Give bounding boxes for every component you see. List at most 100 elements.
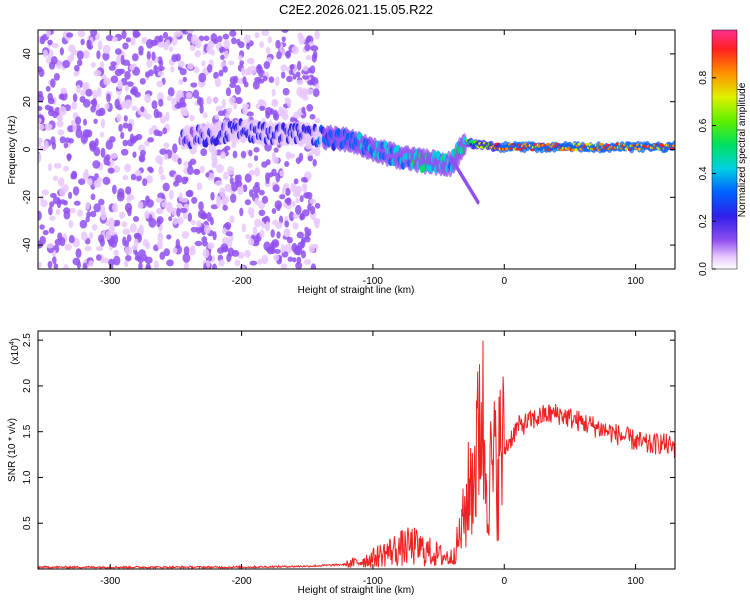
heatmap-noise-cell	[146, 39, 154, 49]
heatmap-noise-cell	[147, 137, 155, 143]
heatmap-noise-cell	[284, 243, 293, 254]
heatmap-noise-cell	[177, 60, 185, 68]
heatmap-noise-cell	[38, 94, 45, 103]
heatmap-noise-cell	[144, 210, 150, 219]
heatmap-noise-cell	[248, 149, 253, 157]
heatmap-noise-cell	[233, 103, 238, 110]
heatmap-noise-cell	[129, 64, 135, 71]
heatmap-noise-cell	[85, 215, 90, 223]
heatmap-noise-cell	[122, 174, 129, 181]
heatmap-noise-cell	[252, 184, 261, 194]
heatmap-noise-cell	[112, 202, 119, 213]
heatmap-noise-cell	[257, 99, 266, 105]
heatmap-noise-cell	[144, 113, 152, 120]
heatmap-noise-cell	[234, 84, 241, 95]
heatmap-noise-cell	[40, 195, 45, 203]
heatmap-noise-cell	[49, 215, 56, 221]
heatmap-noise-cell	[57, 177, 65, 187]
heatmap-noise-cell	[50, 56, 58, 65]
heatmap-noise-cell	[281, 36, 286, 42]
heatmap-noise-cell	[167, 87, 175, 97]
heatmap-noise-cell	[46, 243, 54, 249]
heatmap-noise-cell	[249, 260, 258, 266]
snr-y-scale-exp: 4	[9, 341, 16, 345]
heatmap-noise-cell	[312, 88, 320, 97]
heatmap-noise-cell	[186, 30, 195, 34]
heatmap-noise-cell	[131, 105, 138, 111]
heatmap-noise-cell	[72, 257, 81, 266]
heatmap-noise-cell	[130, 173, 137, 181]
heatmap-noise-cell	[270, 245, 276, 255]
heatmap-noise-cell	[217, 110, 225, 117]
heatmap-noise-cell	[130, 37, 136, 46]
heatmap-noise-cell	[119, 211, 125, 219]
snr-series-line	[38, 340, 675, 569]
heatmap-noise-cell	[247, 162, 253, 168]
heatmap-noise-cell	[157, 71, 164, 77]
heatmap-noise-cell	[115, 219, 121, 227]
heatmap-noise-cell	[181, 231, 190, 239]
heatmap-noise-cell	[138, 50, 144, 56]
heatmap-noise-cell	[204, 224, 211, 234]
heatmap-noise-cell	[248, 238, 255, 246]
heatmap-noise-cell	[82, 129, 91, 138]
heatmap-noise-cell	[306, 104, 314, 112]
heatmap-noise-cell	[49, 201, 55, 208]
heatmap-noise-cell	[59, 136, 66, 144]
heatmap-noise-cell	[70, 173, 76, 180]
heatmap-noise-cell	[262, 75, 268, 82]
heatmap-noise-cell	[203, 35, 210, 42]
heatmap-noise-cell	[44, 123, 53, 131]
colorbar-gradient	[711, 29, 738, 270]
heatmap-noise-cell	[185, 91, 193, 99]
heatmap-noise-cell	[45, 85, 51, 92]
heatmap-noise-cell	[138, 262, 143, 269]
heatmap-noise-cell	[276, 231, 281, 239]
heatmap-noise-cell	[158, 98, 164, 107]
heatmap-noise-cell	[75, 128, 83, 139]
heatmap-noise-cell	[271, 100, 279, 107]
heatmap-noise-cell	[120, 148, 129, 156]
heatmap-noise-cell	[295, 245, 303, 256]
spectrogram-x-tick-label: 0	[501, 276, 507, 287]
heatmap-band-cell	[599, 142, 604, 146]
heatmap-noise-cell	[43, 49, 48, 58]
heatmap-noise-cell	[176, 216, 184, 225]
heatmap-noise-cell	[219, 187, 226, 197]
heatmap-noise-cell	[252, 80, 260, 90]
heatmap-noise-cell	[53, 73, 60, 81]
heatmap-noise-cell	[99, 131, 105, 138]
heatmap-noise-cell	[202, 248, 210, 259]
heatmap-noise-cell	[226, 107, 233, 114]
heatmap-noise-cell	[244, 199, 252, 206]
heatmap-noise-cell	[108, 225, 115, 234]
heatmap-noise-cell	[79, 219, 88, 229]
spectrogram-y-tick-label: 20	[22, 96, 33, 108]
heatmap-noise-cell	[190, 34, 198, 45]
heatmap-noise-cell	[163, 248, 170, 257]
heatmap-noise-cell	[246, 42, 251, 50]
heatmap-noise-cell	[102, 176, 111, 185]
heatmap-noise-cell	[279, 170, 285, 177]
heatmap-noise-cell	[179, 207, 188, 213]
heatmap-noise-cell	[125, 37, 131, 43]
heatmap-noise-cell	[295, 71, 301, 78]
heatmap-noise-cell	[257, 258, 263, 265]
heatmap-noise-cell	[51, 43, 59, 49]
heatmap-noise-cell	[265, 46, 271, 55]
heatmap-noise-cell	[98, 198, 105, 206]
heatmap-noise-cell	[140, 149, 146, 157]
heatmap-noise-cell	[244, 249, 251, 258]
heatmap-noise-cell	[68, 191, 73, 199]
spectrogram-y-tick-label: 40	[22, 48, 33, 60]
heatmap-noise-cell	[165, 201, 173, 212]
heatmap-noise-cell	[307, 155, 314, 162]
heatmap-noise-cell	[123, 115, 128, 122]
heatmap-noise-cell	[80, 38, 85, 46]
heatmap-noise-cell	[192, 89, 200, 99]
heatmap-noise-cell	[98, 234, 105, 243]
heatmap-noise-cell	[76, 84, 81, 94]
heatmap-noise-cell	[267, 36, 273, 44]
heatmap-noise-cell	[106, 160, 111, 166]
heatmap-noise-cell	[194, 240, 203, 247]
